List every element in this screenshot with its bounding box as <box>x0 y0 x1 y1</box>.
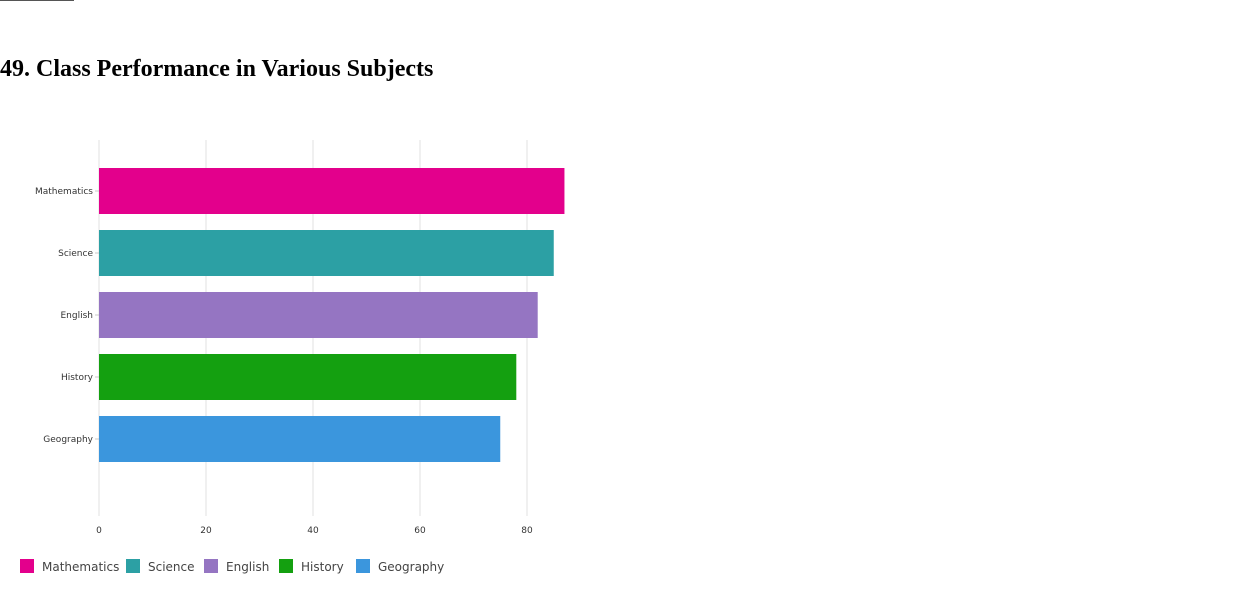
y-category-label: Geography <box>43 435 93 445</box>
x-tick-label: 60 <box>414 526 426 536</box>
legend-label: History <box>301 560 344 574</box>
legend-label: English <box>226 560 269 574</box>
y-category-label: Science <box>58 249 93 259</box>
legend-swatch <box>279 559 293 573</box>
legend-item-mathematics: Mathematics <box>20 559 119 574</box>
legend-item-english: English <box>204 559 269 574</box>
legend-swatch <box>204 559 218 573</box>
x-tick-label: 20 <box>200 526 212 536</box>
y-category-label: Mathematics <box>35 187 93 197</box>
bar-geography <box>99 416 501 462</box>
bar-history <box>99 354 517 400</box>
bar-chart: 0 20 40 60 80 Mathematics Science English Histor… <box>20 140 565 574</box>
x-tick-label: 80 <box>521 526 533 536</box>
legend-item-history: History <box>279 559 344 574</box>
legend-swatch <box>20 559 34 573</box>
bar-science <box>99 230 554 276</box>
y-category-label: English <box>61 311 94 321</box>
legend-item-geography: Geography <box>356 559 444 574</box>
legend-label: Geography <box>378 560 444 574</box>
x-tick-label: 40 <box>307 526 319 536</box>
legend-label: Science <box>148 560 195 574</box>
top-divider <box>0 0 74 1</box>
legend-item-science: Science <box>126 559 195 574</box>
page-title: 49. Class Performance in Various Subject… <box>0 56 434 82</box>
legend-swatch <box>356 559 370 573</box>
legend-label: Mathematics <box>42 560 119 574</box>
x-tick-label: 0 <box>96 526 102 536</box>
y-category-label: History <box>61 373 94 383</box>
bar-english <box>99 292 538 338</box>
bar-mathematics <box>99 168 565 214</box>
legend-swatch <box>126 559 140 573</box>
